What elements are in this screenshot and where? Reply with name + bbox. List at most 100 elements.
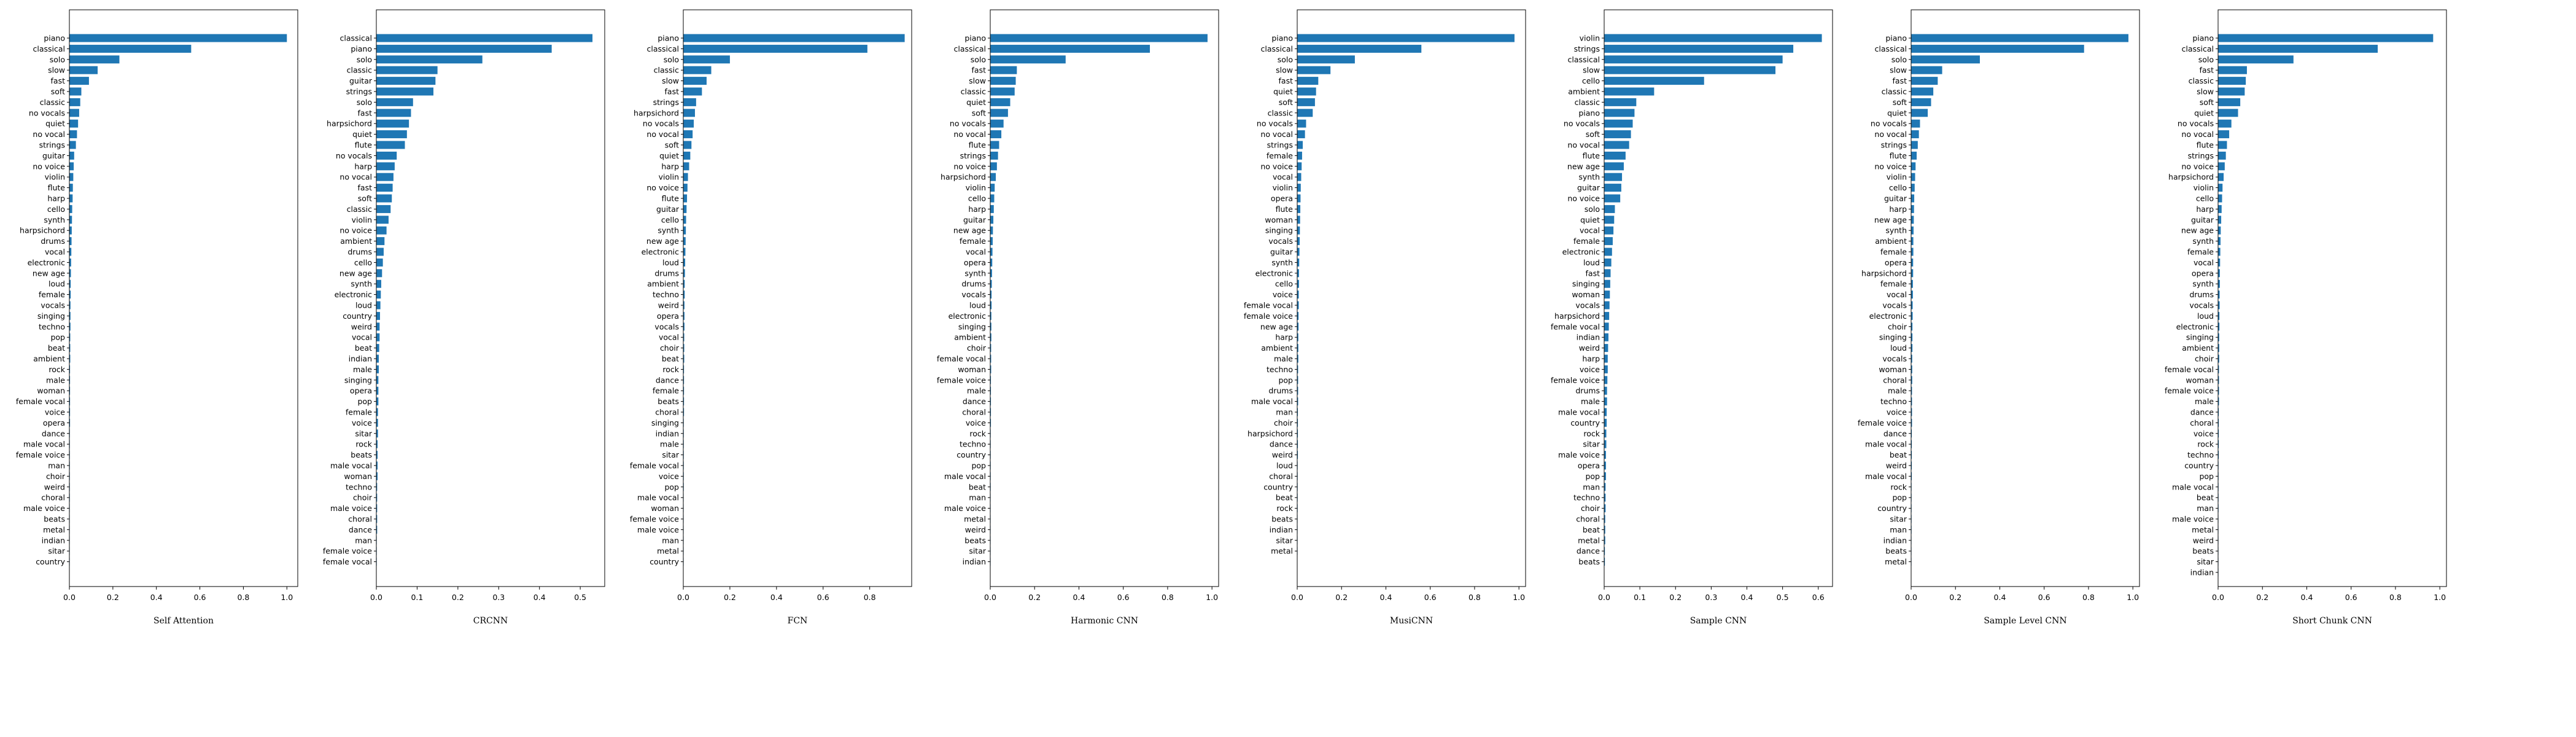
bar [683, 205, 687, 213]
x-tick-label: 0.6 [2038, 593, 2050, 602]
bar [683, 130, 693, 139]
category-label: classic [40, 98, 66, 107]
category-label: slow [969, 76, 986, 85]
bar [1911, 386, 1912, 395]
category-label: classic [654, 66, 680, 75]
x-tick-label: 0.0 [370, 593, 382, 602]
bar [1911, 279, 1913, 288]
category-label: loud [1276, 461, 1293, 470]
category-label: techno [2187, 450, 2214, 459]
category-label: harpsichord [1861, 268, 1907, 278]
bar [1604, 365, 1608, 373]
category-label: fast [972, 66, 987, 75]
bar [990, 77, 1016, 85]
category-label: techno [960, 440, 986, 449]
category-label: man [1276, 408, 1293, 417]
category-label: no vocals [1257, 119, 1293, 128]
category-label: violin [1887, 173, 1907, 182]
bar [2218, 151, 2226, 160]
category-label: harpsichord [1554, 311, 1600, 321]
bar [2218, 429, 2219, 438]
bar [1911, 162, 1916, 171]
bar [683, 258, 686, 267]
bar [990, 205, 994, 213]
bar [990, 66, 1017, 74]
category-label: soft [358, 194, 372, 203]
bar [683, 151, 691, 160]
bar [2218, 55, 2294, 64]
bar [69, 34, 287, 42]
bar [1297, 87, 1316, 96]
category-label: new age [1567, 162, 1600, 171]
category-label: harp [1582, 354, 1600, 364]
x-tick-label: 1.0 [1206, 593, 1218, 602]
bar [2218, 440, 2219, 448]
bar [1604, 269, 1611, 278]
bar [2218, 173, 2224, 181]
category-label: solo [1891, 55, 1907, 64]
category-label: loud [355, 301, 372, 310]
category-label: male vocal [1865, 472, 1907, 481]
category-label: country [2184, 461, 2214, 470]
bar [69, 109, 79, 117]
category-label: female [346, 408, 372, 417]
category-label: pop [971, 461, 986, 470]
category-label: indian [349, 354, 372, 364]
category-label: soft [1893, 98, 1907, 107]
category-label: dance [1577, 547, 1600, 556]
category-label: no voice [33, 162, 65, 171]
bar [1911, 365, 1912, 373]
x-tick-label: 0.2 [1669, 593, 1682, 602]
category-label: male vocal [1251, 397, 1293, 406]
x-tick-label: 0.2 [2256, 593, 2268, 602]
category-label: choral [1883, 375, 1907, 384]
category-label: ambient [954, 333, 986, 342]
bar [2218, 408, 2219, 416]
x-tick-label: 0.1 [1634, 593, 1646, 602]
bar [1911, 376, 1912, 384]
bar [683, 376, 685, 384]
category-label: cello [1275, 279, 1293, 289]
bar [69, 98, 80, 106]
category-label: female vocal [2165, 365, 2214, 374]
category-label: male [967, 386, 986, 396]
category-label: male voice [637, 525, 679, 534]
category-label: no voice [953, 162, 986, 171]
plot-frame [1911, 9, 2140, 587]
bar [2218, 226, 2221, 235]
category-label: voice [352, 418, 372, 427]
category-label: metal [964, 515, 986, 524]
bar [1604, 77, 1704, 85]
category-label: man [2197, 504, 2214, 513]
category-label: ambient [1875, 236, 1907, 246]
category-label: female [653, 386, 679, 396]
category-label: loud [48, 279, 65, 289]
category-label: choral [1576, 515, 1600, 524]
bar [1911, 248, 1914, 256]
category-label: no vocals [950, 119, 986, 128]
category-label: drums [1575, 386, 1600, 396]
bar [990, 130, 1002, 139]
category-label: guitar [1270, 248, 1294, 257]
bar [69, 237, 72, 246]
bar [2218, 109, 2238, 117]
category-label: flute [48, 183, 66, 192]
bar [1604, 333, 1608, 341]
bar [376, 408, 378, 416]
category-label: male vocal [1558, 408, 1600, 417]
bar [1911, 44, 2084, 53]
bar [1911, 258, 1914, 267]
category-label: no vocals [29, 108, 65, 117]
bar [376, 151, 397, 160]
bar [1297, 194, 1301, 203]
bar [376, 66, 438, 74]
category-label: synth [1578, 173, 1600, 182]
category-label: vocal [966, 248, 986, 257]
bar [1911, 269, 1914, 278]
x-tick-label: 0.8 [864, 593, 876, 602]
category-label: ambient [1568, 87, 1600, 96]
bar [69, 55, 120, 64]
category-label: pop [664, 482, 679, 491]
bar [376, 322, 380, 331]
bar [1297, 279, 1299, 288]
